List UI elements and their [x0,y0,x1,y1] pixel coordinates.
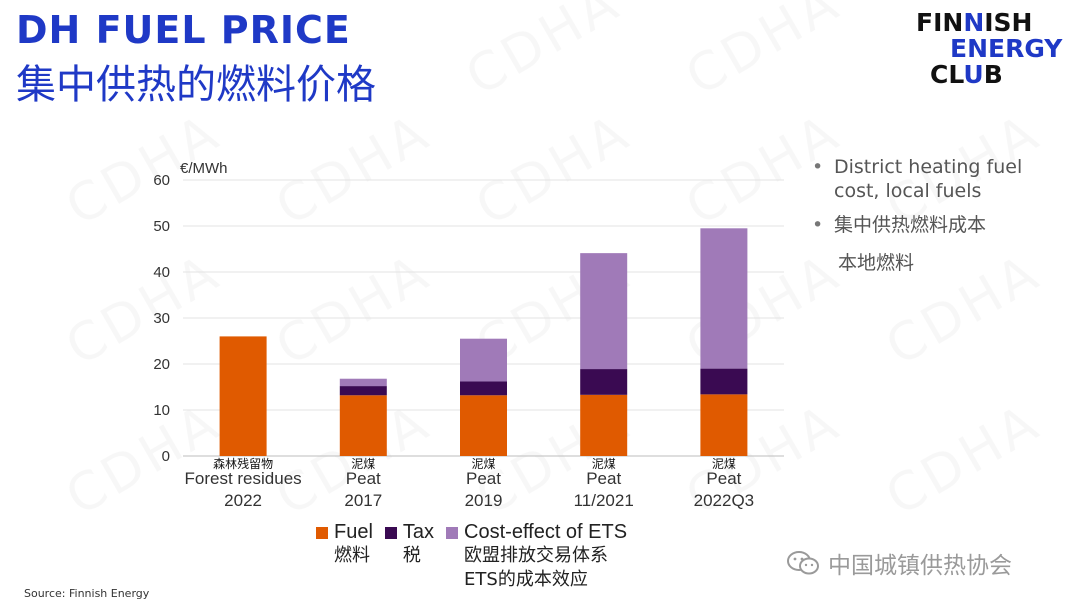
legend-label-cn: 欧盟排放交易体系 ETS的成本效应 [464,545,609,590]
legend-item: Fuel 燃料 [316,521,373,568]
legend-label-cn: 燃料 [334,545,370,566]
y-tick-label: 60 [153,172,170,189]
legend-label-cn: 税 [402,545,421,566]
legend-swatch [446,526,459,539]
wechat-account: 中国城镇供热协会 [786,546,1012,580]
legend-label: Tax [402,521,435,543]
x-category-label-cn: 泥煤 [592,457,616,471]
bar-segment [700,228,748,369]
x-category-label-cn: 森林残留物 [213,456,273,471]
bar-segment [580,369,628,395]
bar-segment [460,338,507,382]
bar-segment [580,394,628,456]
x-category-label: Peat [346,469,381,488]
y-tick-label: 0 [162,448,170,465]
watermark-text: CDHA [876,392,1051,528]
bar-segment [339,378,387,387]
x-category-label: Peat [466,469,501,488]
x-category-period: 2022 [224,491,262,510]
bar-segment [339,395,387,456]
legend-swatch [316,526,328,539]
y-tick-label: 50 [153,218,170,235]
wechat-icon [787,551,819,575]
x-category-label: Peat [586,469,621,488]
bullet-item: • 集中供热燃料成本 本地燃料 [812,214,987,274]
x-category-period: 2017 [344,491,382,510]
page-subtitle-cn: 集中供热的燃料价格 [16,62,376,108]
bullet-list: • District heating fuel cost, local fuel… [808,155,1058,285]
x-category-label: Peat [706,469,741,488]
x-category-label: Forest residues [185,469,302,488]
legend-label: Fuel [334,521,373,543]
legend-item: Tax 税 [384,521,435,568]
x-category-label-cn: 泥煤 [712,457,736,471]
bar-segment [219,336,267,456]
legend-label: Cost-effect of ETS [464,521,628,543]
bar-segment [460,395,507,456]
legend-swatch [384,526,397,539]
x-category-label-cn: 泥煤 [471,457,495,471]
bar-segment [460,381,507,396]
legend-item: Cost-effect of ETS 欧盟排放交易体系 ETS的成本效应 [446,521,627,592]
x-category-label-cn: 泥煤 [351,457,375,471]
bullet-dot-icon: • [812,156,824,178]
y-tick-label: 30 [153,310,170,327]
y-tick-label: 10 [153,402,170,419]
chart-legend: Fuel 燃料 Tax 税 Cost-effect of ETS 欧盟排放交易体系 ETS的… [316,521,676,592]
finnish-energy-club-logo: FINNISH ENERGY CLUB [916,8,1063,89]
page-title: DH FUEL PRICE [16,8,351,52]
bar-segment [339,386,387,396]
bullet-dot-icon: • [812,214,824,236]
y-axis-unit-label: €/MWh [180,160,228,177]
bar-segment [700,368,748,395]
x-category-period: 2022Q3 [694,491,755,510]
x-category-period: 2019 [465,491,503,510]
x-category-period: 11/2021 [574,491,634,510]
y-tick-label: 20 [153,356,170,373]
bar-segment [580,253,628,370]
y-tick-label: 40 [153,264,170,281]
bar-segment [700,394,748,456]
source-note: Source: Finnish Energy [24,587,150,600]
bullet-item: • District heating fuel cost, local fuel… [812,156,1023,202]
